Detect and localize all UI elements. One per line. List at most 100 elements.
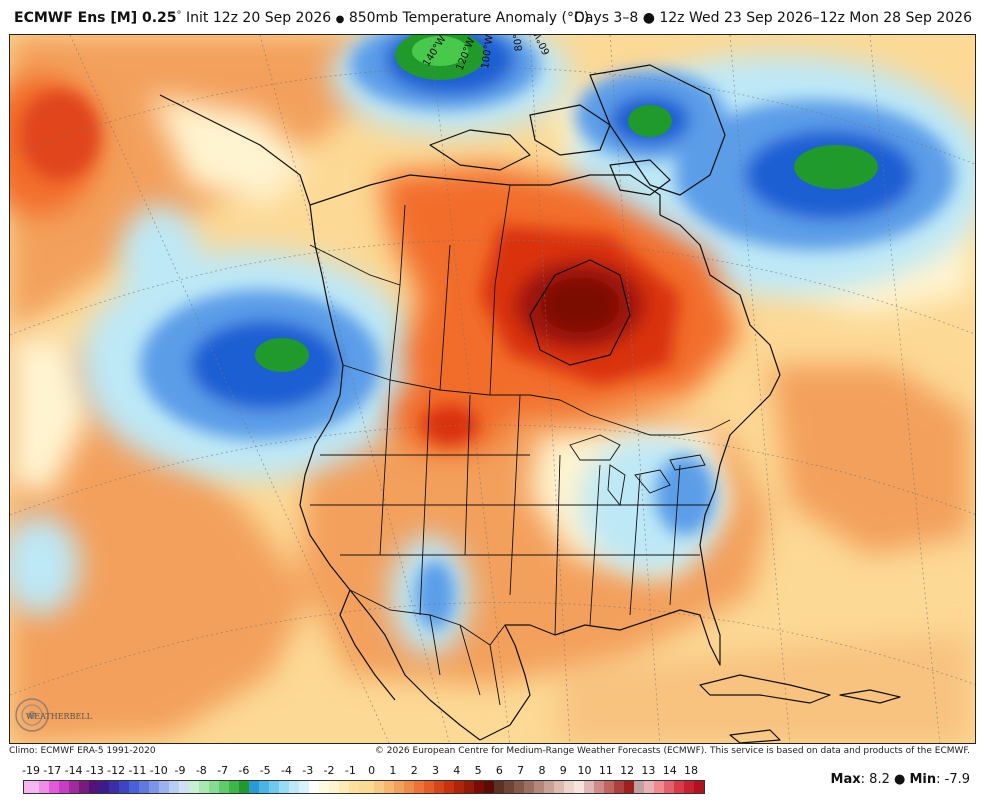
legend-swatch	[99, 781, 104, 793]
legend-swatch	[694, 781, 699, 793]
legend-swatch	[329, 781, 334, 793]
legend-swatch	[84, 781, 89, 793]
legend-swatch	[194, 781, 199, 793]
legend-swatch	[174, 781, 179, 793]
legend-swatch	[214, 781, 219, 793]
legend-tick-label: -3	[302, 764, 314, 777]
legend-swatch	[79, 781, 84, 793]
legend-tick-label: -9	[174, 764, 186, 777]
legend-tick-label: 14	[662, 764, 677, 777]
legend-tick-label: -17	[43, 764, 62, 777]
legend-swatch	[509, 781, 514, 793]
legend-swatch	[149, 781, 154, 793]
legend-swatch	[409, 781, 414, 793]
weatherbell-logo: WEATHERBELL	[12, 691, 102, 737]
legend-swatch	[374, 781, 379, 793]
legend-swatch	[39, 781, 44, 793]
legend-swatch	[54, 781, 59, 793]
legend-swatch	[639, 781, 644, 793]
legend-swatch	[664, 781, 669, 793]
logo-text: WEATHERBELL	[26, 712, 93, 721]
legend-tick-label: 8	[538, 764, 546, 777]
legend-swatch	[294, 781, 299, 793]
legend-swatch	[429, 781, 434, 793]
legend-swatch	[154, 781, 159, 793]
legend-tick-label: 11	[598, 764, 613, 777]
legend-swatch	[184, 781, 189, 793]
legend-swatch	[674, 781, 679, 793]
init-time: Init 12z 20 Sep 2026	[185, 10, 332, 26]
legend-swatch	[439, 781, 444, 793]
max-label: Max	[830, 772, 861, 787]
legend-tick-label: 6	[495, 764, 503, 777]
anomaly-map: 140°W 120°W 100°W 80°W 60°W WEATHERBELL	[9, 34, 976, 744]
legend-tick-label: -1	[344, 764, 356, 777]
legend-swatch	[609, 781, 614, 793]
legend-tick-label: 10	[577, 764, 592, 777]
legend-swatch	[354, 781, 359, 793]
legend-swatch	[129, 781, 134, 793]
legend-tick-label: 13	[641, 764, 656, 777]
legend-swatch	[434, 781, 439, 793]
legend-swatch	[424, 781, 429, 793]
legend-tick-label: 1	[389, 764, 397, 777]
legend-swatch	[384, 781, 389, 793]
map-canvas: 140°W 120°W 100°W 80°W 60°W	[10, 35, 975, 743]
legend-swatch	[239, 781, 244, 793]
legend-swatch	[444, 781, 449, 793]
legend-swatch	[564, 781, 569, 793]
legend-swatch	[89, 781, 94, 793]
legend-swatch	[209, 781, 214, 793]
valid-period: Days 3–8 ● 12z Wed 23 Sep 2026–12z Mon 2…	[574, 10, 972, 26]
legend-tick-label: 5	[474, 764, 482, 777]
legend-swatch	[394, 781, 399, 793]
legend-swatch	[189, 781, 194, 793]
legend-swatch	[64, 781, 69, 793]
legend-swatch	[669, 781, 674, 793]
legend-swatch	[684, 781, 689, 793]
legend-swatch	[74, 781, 79, 793]
legend-swatch	[164, 781, 169, 793]
warm-intense-fields	[20, 90, 680, 445]
legend-swatch	[254, 781, 259, 793]
header: ECMWF Ens [M] 0.25° Init 12z 20 Sep 2026…	[0, 0, 984, 34]
legend-swatch	[339, 781, 344, 793]
legend-swatch	[404, 781, 409, 793]
legend-swatch	[484, 781, 489, 793]
legend-swatch	[144, 781, 149, 793]
legend-swatch	[494, 781, 499, 793]
legend-swatch	[399, 781, 404, 793]
legend-tick-label: 9	[559, 764, 567, 777]
legend-swatch	[224, 781, 229, 793]
legend-tick-label: -19	[22, 764, 40, 777]
legend-swatch	[504, 781, 509, 793]
legend-swatch	[309, 781, 314, 793]
legend-swatch	[569, 781, 574, 793]
field-name: 850mb Temperature Anomaly (°C)	[348, 10, 590, 26]
legend-swatch	[649, 781, 654, 793]
legend-swatch	[559, 781, 564, 793]
legend-swatch	[34, 781, 39, 793]
legend-swatch	[594, 781, 599, 793]
legend-swatch	[474, 781, 479, 793]
legend-swatch	[454, 781, 459, 793]
legend-swatch	[659, 781, 664, 793]
legend-swatch	[334, 781, 339, 793]
legend-swatch	[514, 781, 519, 793]
legend-swatch	[499, 781, 504, 793]
legend-swatch	[579, 781, 584, 793]
degree-mark: °	[176, 10, 182, 21]
legend-color-bar	[23, 780, 705, 794]
legend-tick-labels: -19 -17 -14 -13 -12 -11 -10 -9 -8 -7 -6 -5 -4 -3 -2 -1 0…	[9, 764, 709, 778]
legend-swatch	[284, 781, 289, 793]
legend-tick-label: 7	[517, 764, 525, 777]
logo-swirl-icon: WEATHERBELL	[15, 698, 93, 732]
min-label: Min	[909, 772, 937, 787]
legend-swatch	[519, 781, 524, 793]
legend-tick-label: -4	[280, 764, 292, 777]
legend-swatch	[269, 781, 274, 793]
legend-swatch	[264, 781, 269, 793]
legend-swatch	[289, 781, 294, 793]
legend-swatch	[109, 781, 114, 793]
title: ECMWF Ens [M] 0.25° Init 12z 20 Sep 2026…	[14, 10, 589, 26]
